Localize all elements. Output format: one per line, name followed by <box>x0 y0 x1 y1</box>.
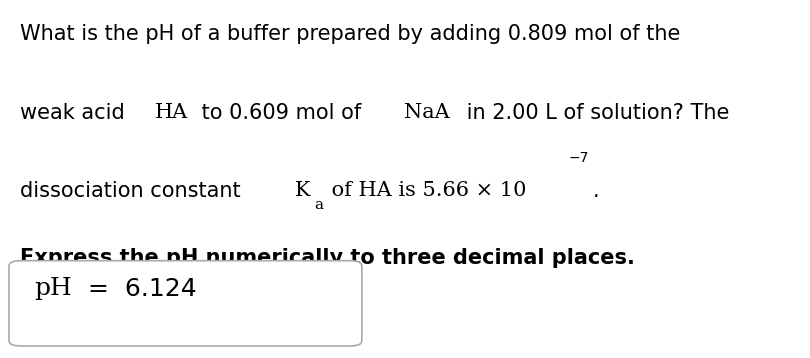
Text: What is the pH of a buffer prepared by adding 0.809 mol of the: What is the pH of a buffer prepared by a… <box>20 24 680 44</box>
Text: .: . <box>593 181 599 201</box>
Text: Express the pH numerically to three decimal places.: Express the pH numerically to three deci… <box>20 248 635 268</box>
Text: dissociation constant: dissociation constant <box>20 181 248 201</box>
Text: =  6.124: = 6.124 <box>79 277 196 301</box>
Text: ► View Available Hint(s): ► View Available Hint(s) <box>20 301 303 321</box>
Text: K: K <box>295 181 310 200</box>
Text: pH: pH <box>34 277 72 300</box>
Text: weak acid: weak acid <box>20 103 132 123</box>
Text: in 2.00 L of solution? The: in 2.00 L of solution? The <box>459 103 729 123</box>
FancyBboxPatch shape <box>9 261 362 346</box>
Text: of HA is 5.66 × 10: of HA is 5.66 × 10 <box>325 181 526 200</box>
Text: to 0.609 mol of: to 0.609 mol of <box>195 103 368 123</box>
Text: a: a <box>313 198 323 212</box>
Text: −7: −7 <box>569 151 589 165</box>
Text: NaA: NaA <box>404 103 450 122</box>
Text: HA: HA <box>155 103 188 122</box>
